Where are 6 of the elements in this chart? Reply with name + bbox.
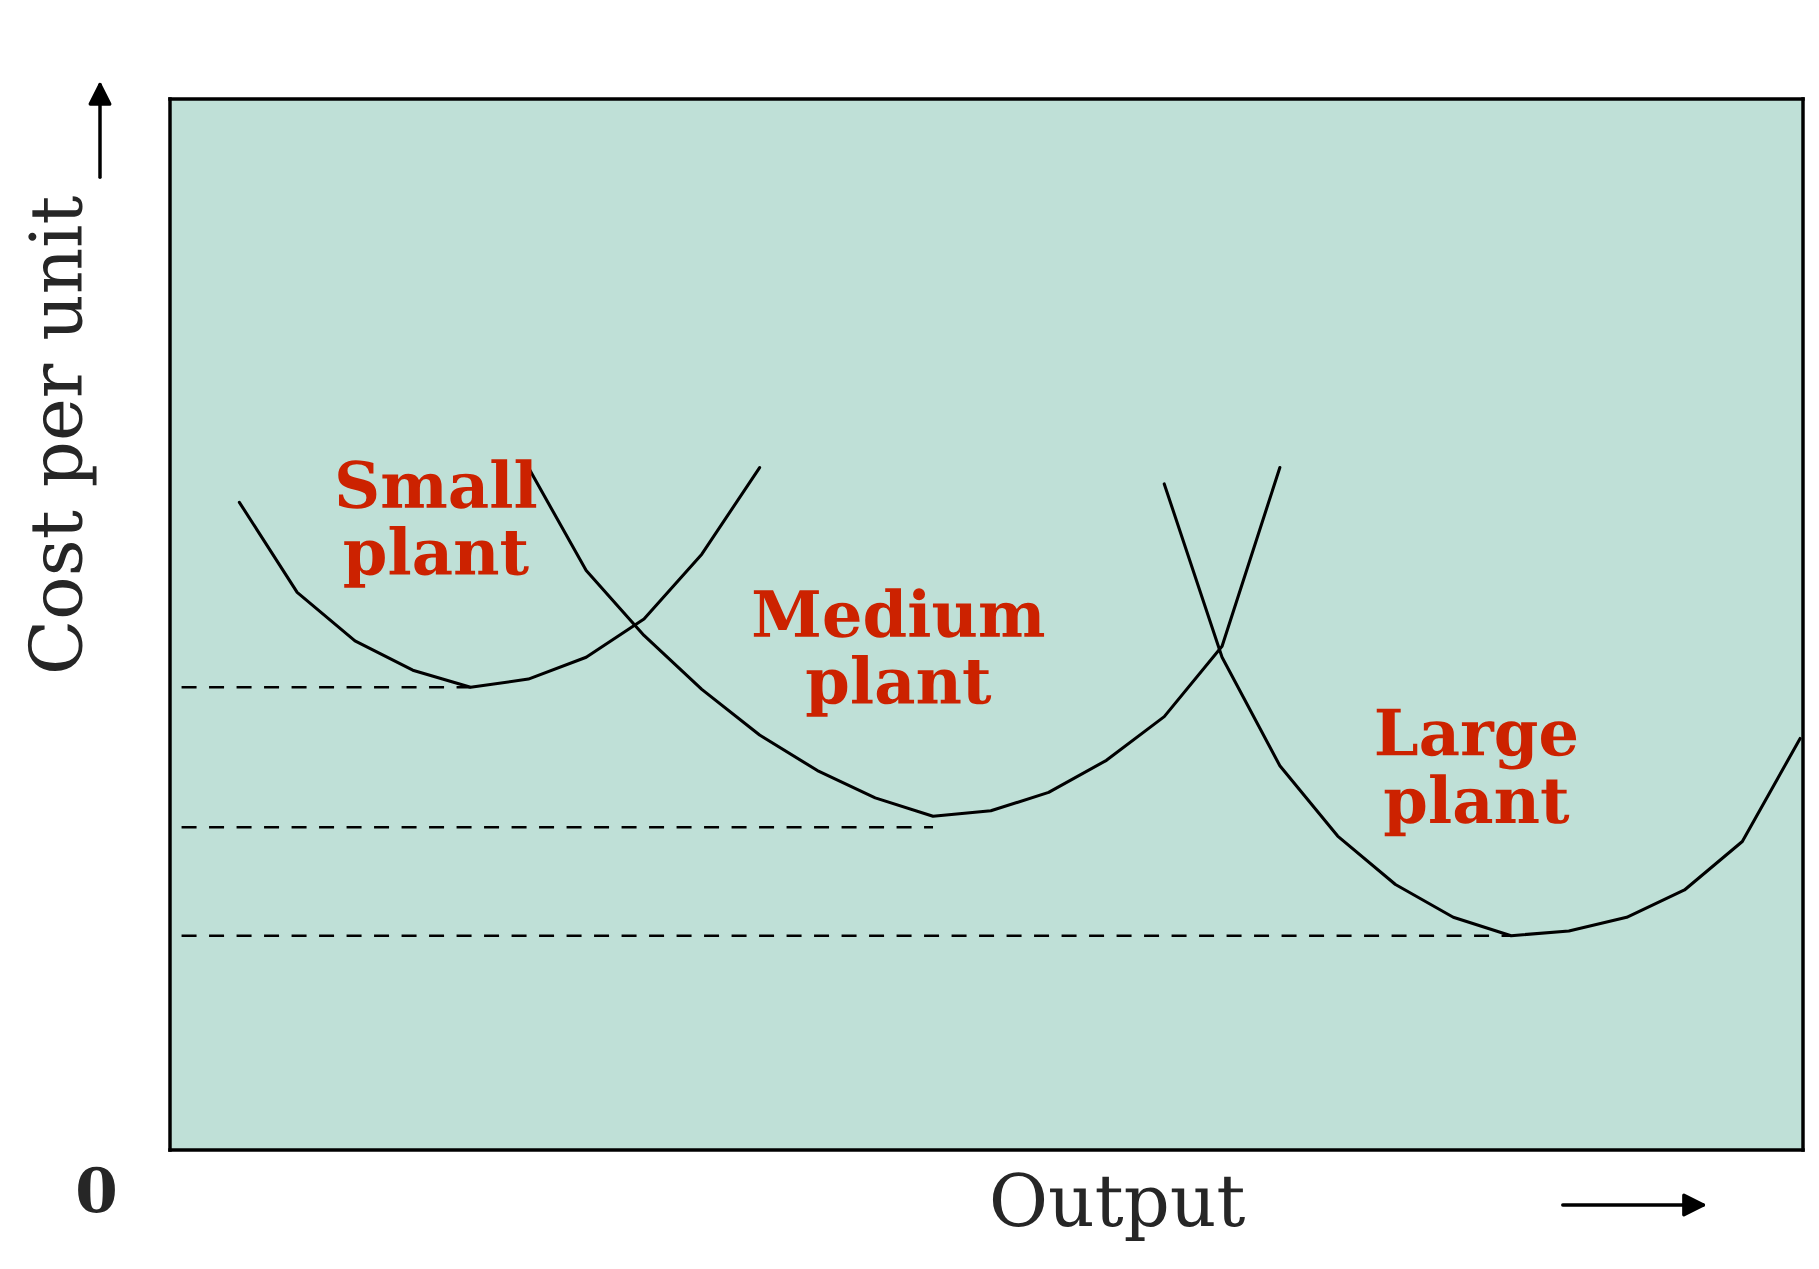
series-label: Large plant xyxy=(1376,708,1577,837)
series-label: Small plant xyxy=(338,459,537,588)
y-axis-title: Cost per unit xyxy=(27,196,97,671)
text: 0 xyxy=(78,1166,115,1214)
x-axis-title: Output xyxy=(992,1172,1245,1241)
series-label: Medium plant xyxy=(753,588,1045,717)
